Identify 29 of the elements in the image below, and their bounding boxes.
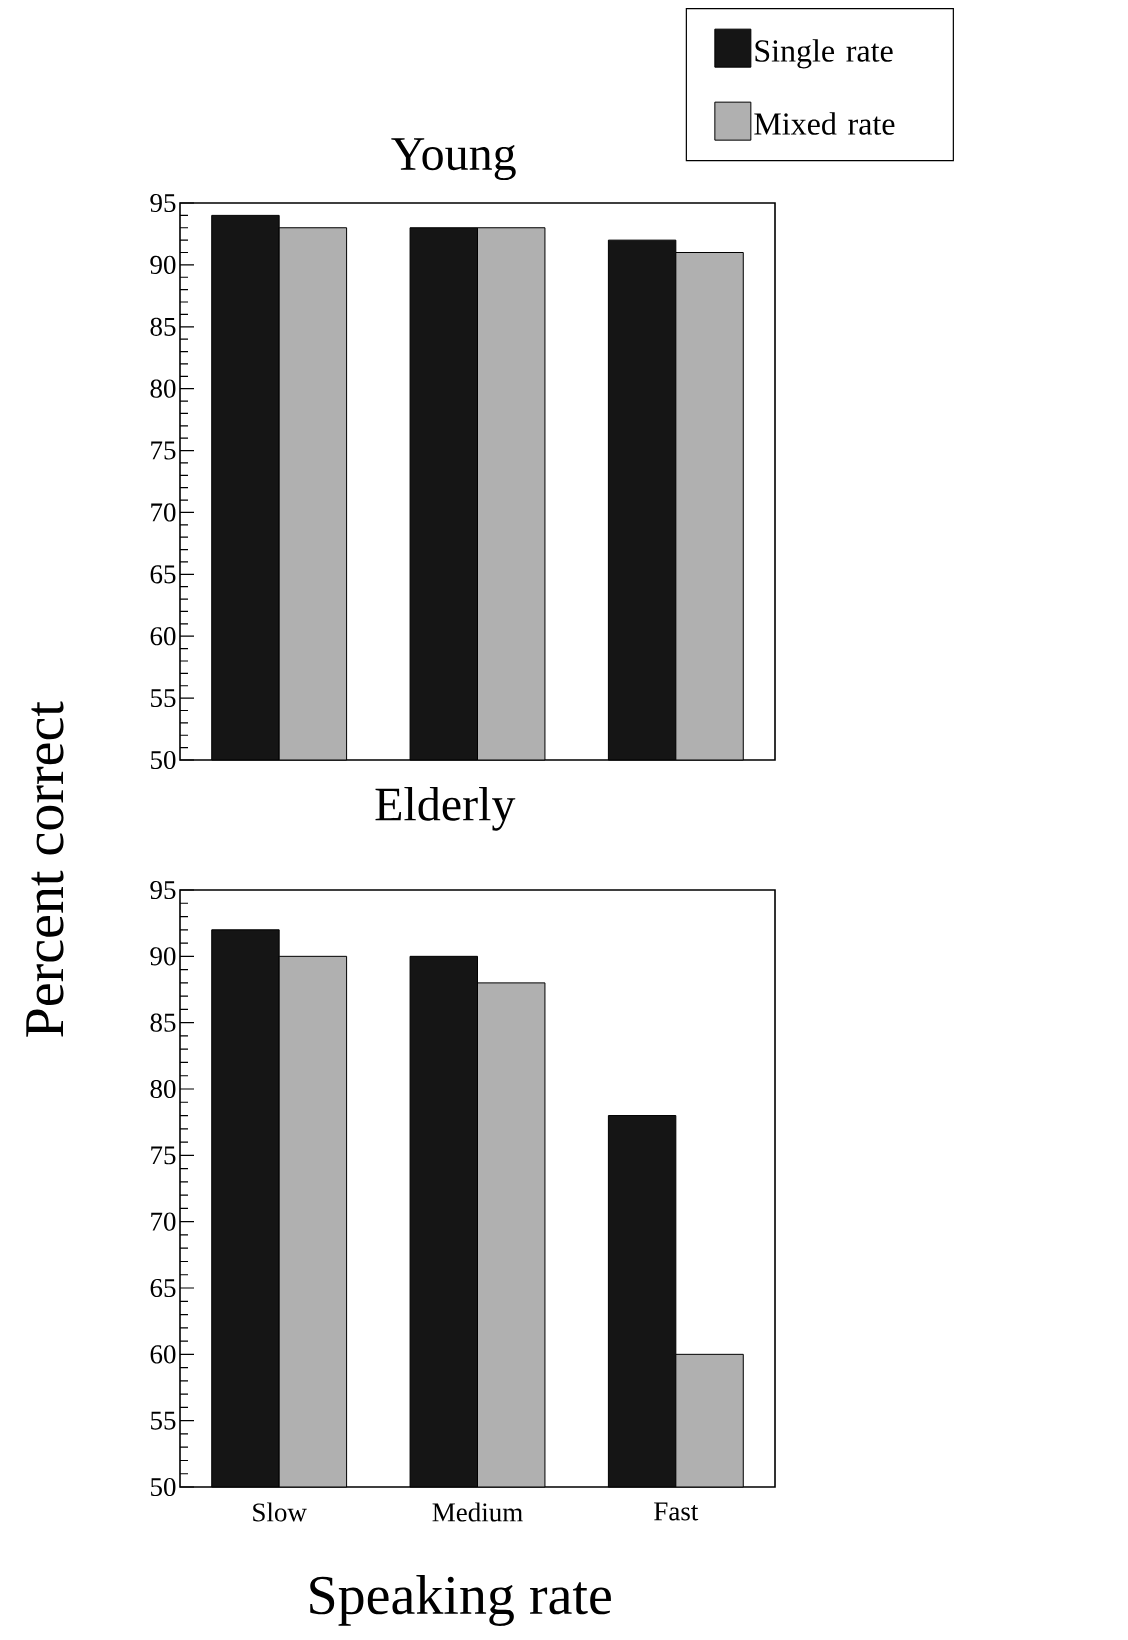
- chart-title: Young: [391, 138, 516, 181]
- y-tick-label: 85: [150, 1013, 176, 1032]
- y-tick-label: 75: [151, 441, 176, 460]
- chart-title: Elderly: [375, 786, 516, 831]
- y-tick-label: 85: [150, 317, 176, 336]
- x-tick-label: Medium: [432, 1502, 523, 1522]
- x-tick-label: Slow: [253, 1502, 307, 1522]
- y-tick-label: 50: [151, 1477, 176, 1497]
- y-tick-label: 75: [151, 1146, 176, 1165]
- y-axis-title: Percent correct: [26, 701, 64, 1037]
- y-tick-label: 70: [151, 1212, 176, 1231]
- y-tick-label: 60: [150, 1345, 176, 1364]
- y-tick-label: 95: [150, 193, 176, 213]
- y-tick-label: 95: [150, 880, 176, 900]
- y-tick-label: 70: [151, 503, 176, 522]
- y-tick-label: 65: [150, 565, 176, 584]
- legend-label: Mixed rate: [754, 112, 895, 135]
- y-tick-label: 65: [150, 1278, 176, 1298]
- y-tick-label: 55: [151, 689, 176, 708]
- y-tick-label: 55: [151, 1411, 176, 1430]
- y-tick-label: 80: [150, 1079, 176, 1099]
- x-axis-title: Speaking rate: [310, 1574, 611, 1626]
- legend-label: Single rate: [755, 39, 893, 69]
- y-tick-label: 90: [150, 947, 176, 966]
- y-tick-label: 90: [150, 255, 176, 274]
- x-tick-label: Fast: [654, 1502, 699, 1521]
- y-tick-label: 80: [150, 379, 176, 398]
- y-tick-label: 60: [150, 627, 176, 646]
- y-tick-label: 50: [151, 750, 176, 770]
